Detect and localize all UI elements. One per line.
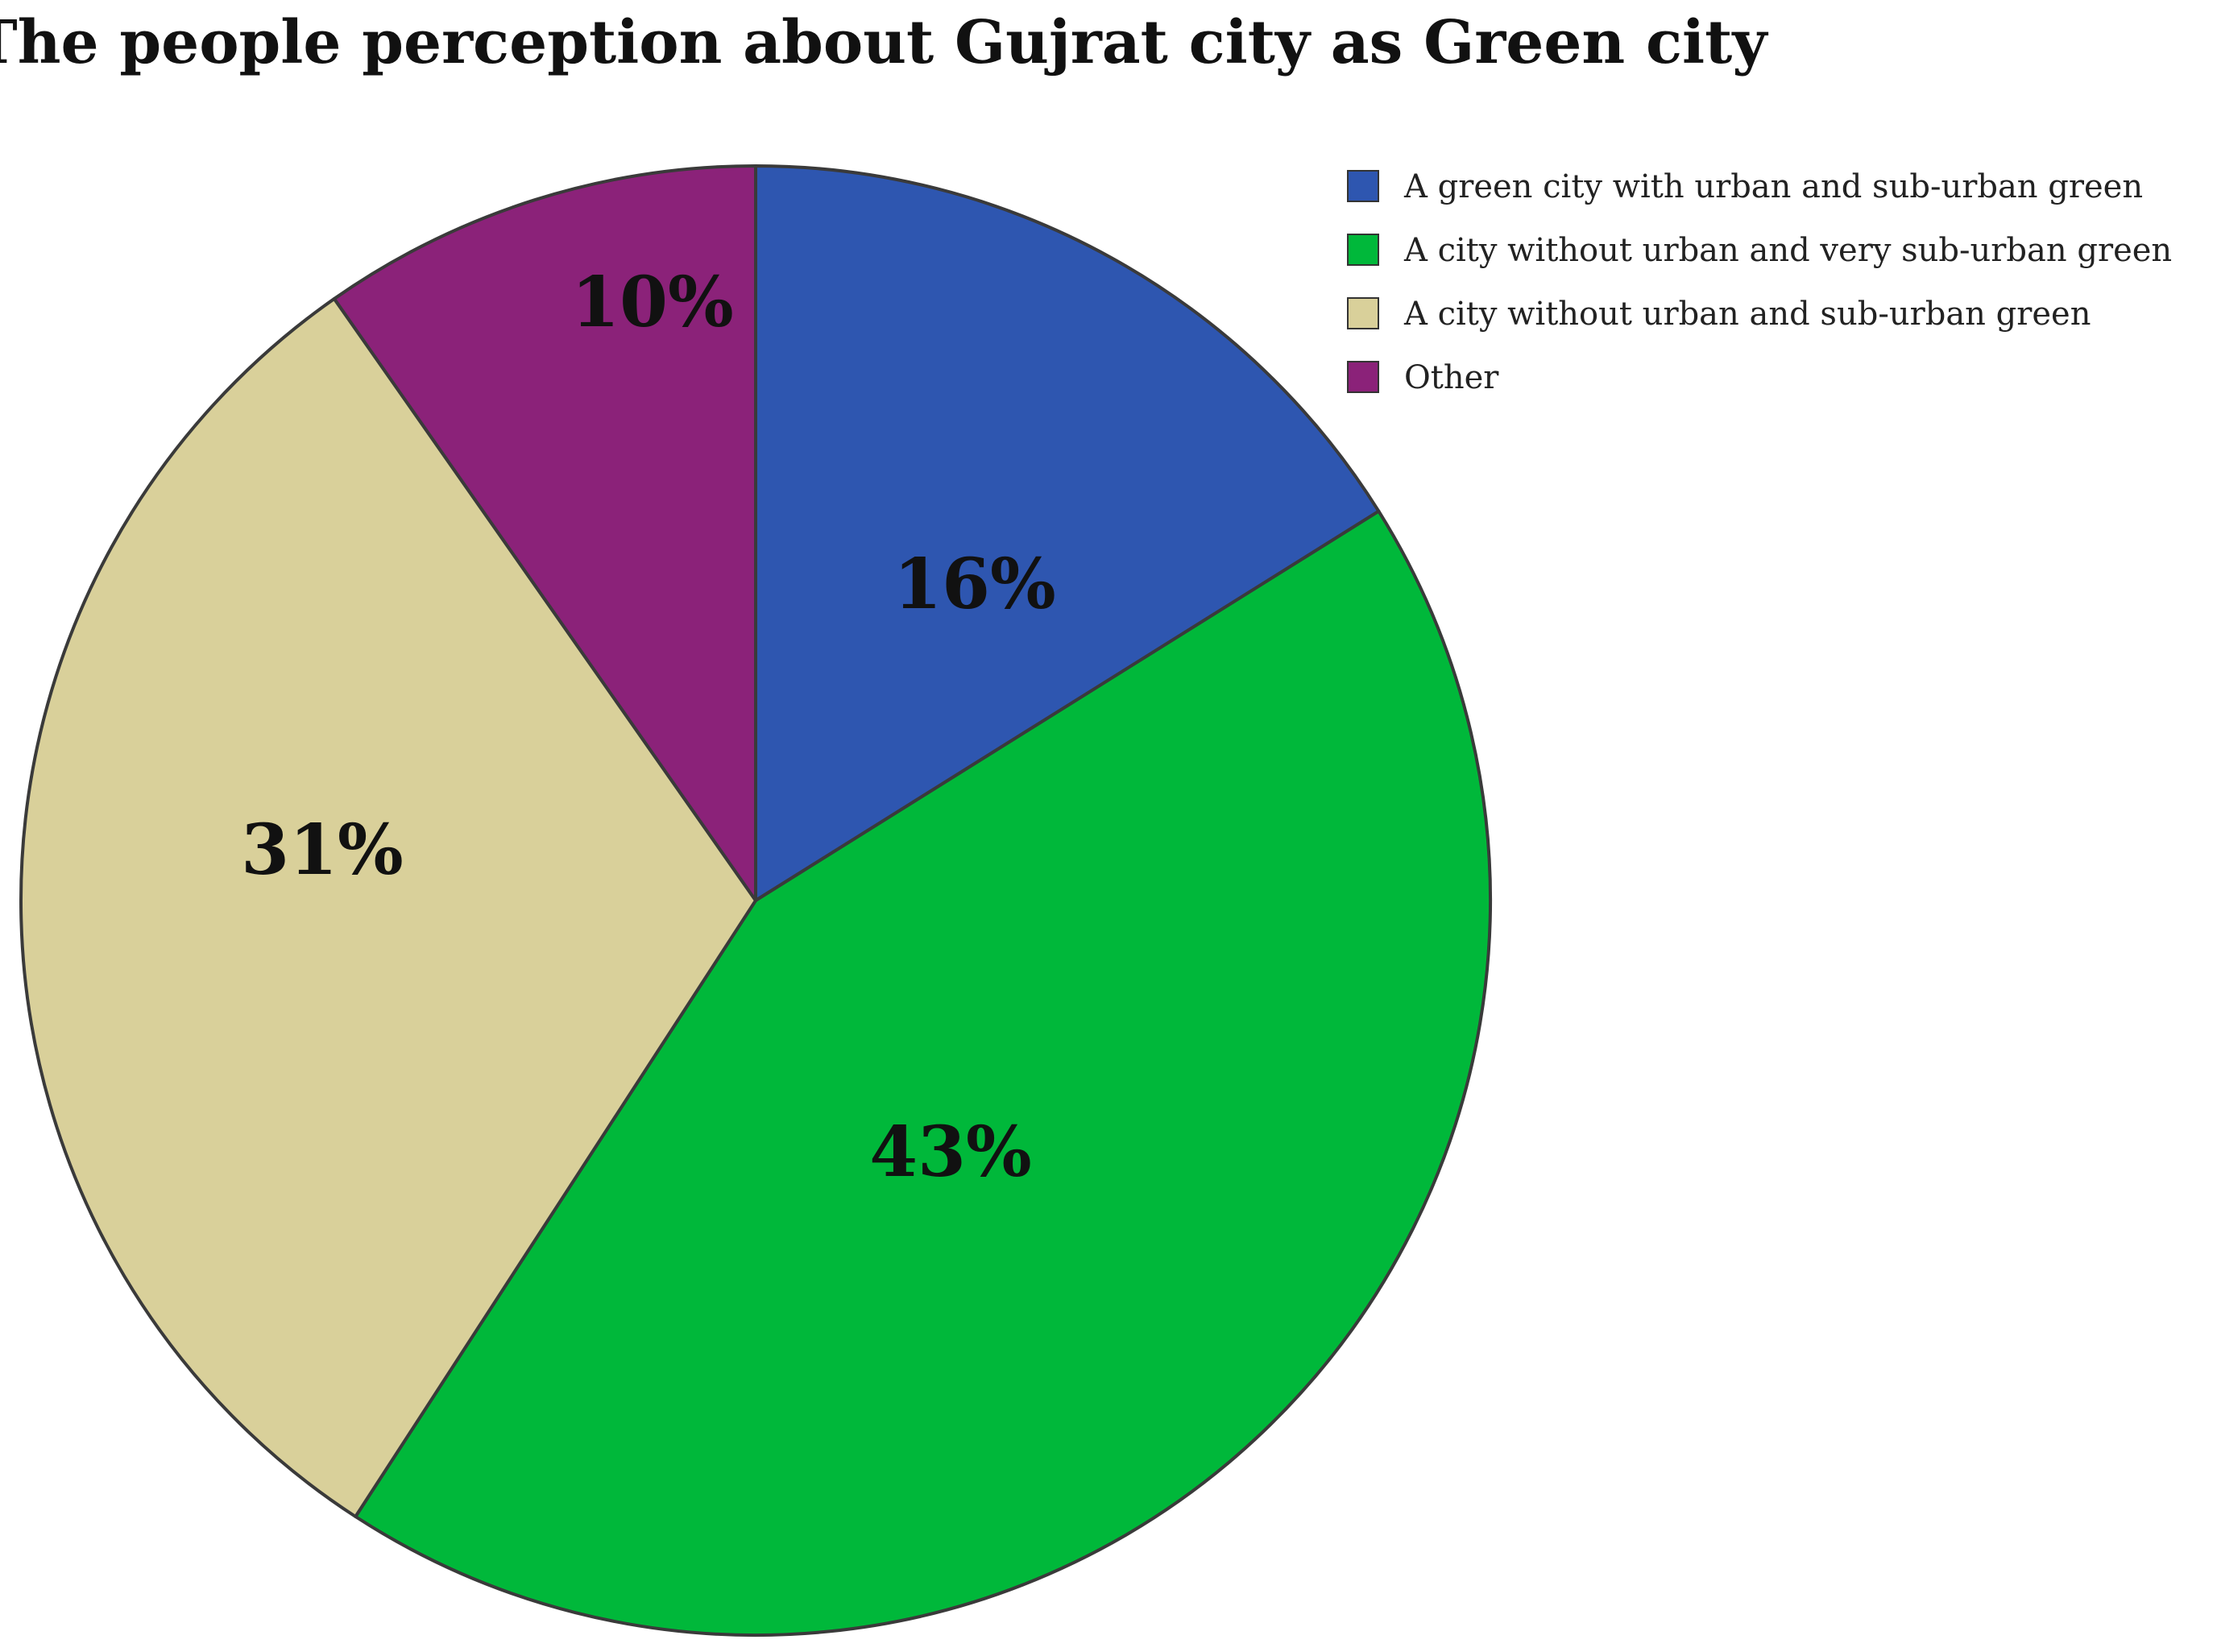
legend-swatch	[1347, 361, 1379, 393]
pie-slice-1	[754, 164, 1381, 902]
legend-swatch	[1347, 234, 1379, 266]
chart-title: The people perception about Gujrat city …	[0, 8, 1768, 77]
legend: A green city with urban and sub-urban gr…	[1347, 168, 2172, 396]
slice-label-3: 31%	[241, 809, 403, 891]
slice-label-1: 16%	[893, 544, 1055, 625]
legend-label: A city without urban and very sub-urban …	[1403, 232, 2172, 269]
legend-label: Other	[1404, 359, 1499, 396]
slice-label-4: 10%	[571, 262, 733, 343]
legend-label: A city without urban and sub-urban green	[1403, 296, 2091, 333]
legend-item-4: Other	[1347, 359, 1499, 396]
legend-item-1: A green city with urban and sub-urban gr…	[1347, 168, 2143, 205]
slice-labels: 16% 43% 31% 10%	[241, 262, 1055, 1193]
pie-slice-2	[354, 509, 1492, 1638]
legend-swatch	[1347, 297, 1379, 329]
slice-label-2: 43%	[869, 1112, 1031, 1193]
legend-label: A green city with urban and sub-urban gr…	[1403, 168, 2143, 205]
legend-item-3: A city without urban and sub-urban green	[1347, 296, 2091, 333]
pie-slices	[19, 164, 1492, 1638]
pie-slice-3	[19, 296, 757, 1518]
legend-swatch	[1347, 170, 1379, 202]
legend-item-2: A city without urban and very sub-urban …	[1347, 232, 2172, 269]
pie-slice-4	[332, 164, 757, 902]
